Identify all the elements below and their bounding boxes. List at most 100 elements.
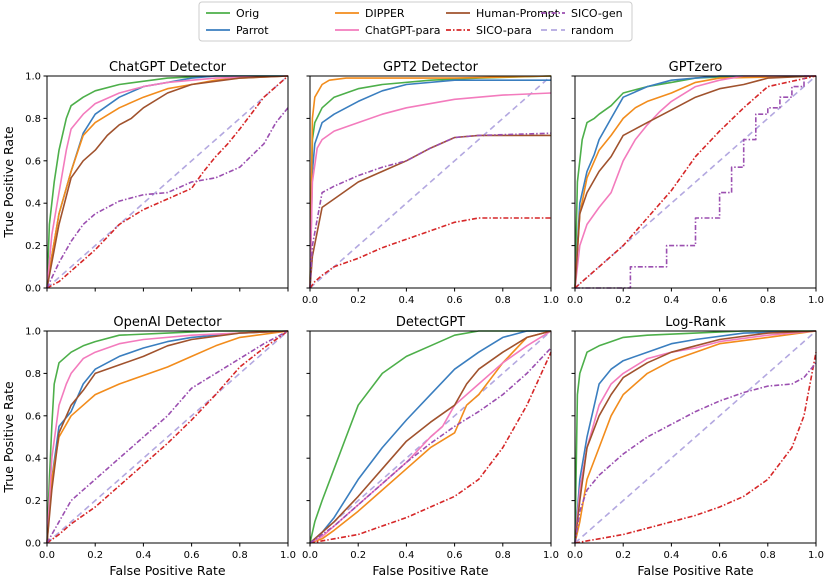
chart-title: Log-Rank [665,315,726,330]
x-tick-label: 0.0 [567,295,583,306]
x-tick-label: 1.0 [808,295,824,306]
axes-frame [309,330,552,544]
series-line-human-prompt [309,134,551,289]
series-line-sico-gen [574,362,817,544]
series-line-sico-para [574,75,817,289]
series-line-sico-para [46,330,289,544]
y-tick-label: 0.6 [25,156,41,167]
y-tick-label: 0.2 [25,496,41,507]
series-line-dipper [46,75,289,289]
x-tick-label: 0.6 [712,295,728,306]
series-line-chatgpt-para [46,75,289,289]
chart-title: GPTzero [669,60,723,75]
x-tick-label: 0.4 [398,295,414,306]
series-line-sico-para [309,351,552,544]
x-tick-label: 0.8 [495,295,511,306]
series-line-sico-para [46,75,289,289]
x-tick-label: 0.0 [39,550,55,561]
chart-chatgpt-detector: 0.0 0.2 0.4 0.6 0.8 1.0 ChatGPT Detector True P… [1,60,289,295]
x-tick-label: 0.0 [302,550,318,561]
series-line-orig [574,330,816,544]
series-line-random [46,330,289,544]
x-tick-label: 1.0 [543,550,559,561]
x-tick-label: 0.8 [495,550,511,561]
series-line-sico-gen [309,132,552,289]
x-tick-label: 0.4 [135,550,151,561]
x-tick-label: 0.2 [87,550,103,561]
series-line-random [574,330,817,544]
series-line-sico-gen [46,107,289,289]
series-line-dipper [309,75,552,289]
x-tick-label: 0.4 [663,550,679,561]
series-line-chatgpt-para [309,92,552,289]
series-line-orig [46,330,288,544]
series-line-human-prompt [46,75,289,289]
series-line-sico-para [574,352,817,544]
chart-log-rank: 0.0 0.2 0.4 0.6 0.8 1.0 Log-Rank False Positive… [567,315,824,578]
legend-label-chatgpt-para: ChatGPT-para [365,24,441,37]
x-tick-label: 0.8 [232,550,248,561]
legend-label-dipper: DIPPER [365,7,405,20]
x-tick-label: 0.8 [760,295,776,306]
axes-frame [574,75,817,289]
legend-label-human-prompt: Human-Prompt [476,7,560,20]
chart-openai-detector: 0.00.0 0.2 0.2 0.4 0.4 0.6 0.6 0.8 0.8 1.0 1.0 Open… [1,315,296,578]
chart-detectgpt: 0.0 0.2 0.4 0.6 0.8 1.0 DetectGPT False Positiv… [302,315,559,578]
chart-title: DetectGPT [396,315,465,330]
chart-gptzero: 0.0 0.2 0.4 0.6 0.8 1.0 GPTzero [567,60,824,306]
y-tick-label: 1.0 [25,327,41,338]
series-line-sico-para [309,217,551,289]
series-line-random [46,75,289,289]
x-tick-label: 0.2 [350,550,366,561]
series-line-dipper [574,75,817,289]
chart-gpt2-detector: 0.0 0.2 0.4 0.6 0.8 1.0 GPT2 Detector [302,60,559,306]
x-tick-label: 1.0 [543,295,559,306]
series-line-sico-gen [46,330,289,544]
x-tick-label: 1.0 [808,550,824,561]
axes-frame [309,75,552,289]
series-line-human-prompt [309,330,552,544]
y-tick-label: 0.0 [25,539,41,550]
x-axis-label: False Positive Rate [109,563,225,578]
x-tick-label: 0.2 [615,550,631,561]
series-line-chatgpt-para [574,75,816,289]
legend-label-random: random [571,24,614,37]
y-tick-label: 0.0 [25,284,41,295]
series-line-parrot [309,330,551,544]
y-axis-label: True Positive Rate [1,381,16,494]
series-line-parrot [574,330,817,544]
series-line-parrot [574,75,816,289]
x-tick-label: 0.6 [184,550,200,561]
x-tick-label: 0.6 [447,295,463,306]
x-tick-label: 0.0 [302,295,318,306]
chart-title: ChatGPT Detector [109,60,227,75]
series-line-sico-gen [309,347,552,544]
x-tick-label: 0.2 [615,295,631,306]
y-tick-label: 0.2 [25,241,41,252]
series-line-parrot [46,330,289,544]
y-tick-label: 0.6 [25,411,41,422]
legend-label-sico-gen: SICO-gen [571,7,623,20]
legend-label-parrot: Parrot [236,24,269,37]
series-line-parrot [309,79,551,289]
y-tick-label: 0.4 [25,454,41,465]
y-tick-label: 0.4 [25,199,41,210]
series-line-orig [309,75,552,289]
chart-title: OpenAI Detector [113,315,222,330]
chart-title: GPT2 Detector [383,60,479,75]
x-tick-label: 0.4 [398,550,414,561]
x-tick-label: 0.2 [350,295,366,306]
legend-label-sico-para: SICO-para [476,24,532,37]
x-tick-label: 0.6 [447,550,463,561]
series-line-human-prompt [574,330,817,544]
x-tick-label: 1.0 [280,550,296,561]
x-tick-label: 0.8 [760,550,776,561]
x-tick-label: 0.4 [663,295,679,306]
y-tick-label: 0.8 [25,369,41,380]
legend: Orig Parrot DIPPER ChatGPT-para Human-Prompt… [198,1,633,42]
y-axis-label: True Positive Rate [1,126,16,239]
axes-frame [46,330,289,544]
series-line-human-prompt [574,75,817,289]
series-line-random [309,75,552,289]
